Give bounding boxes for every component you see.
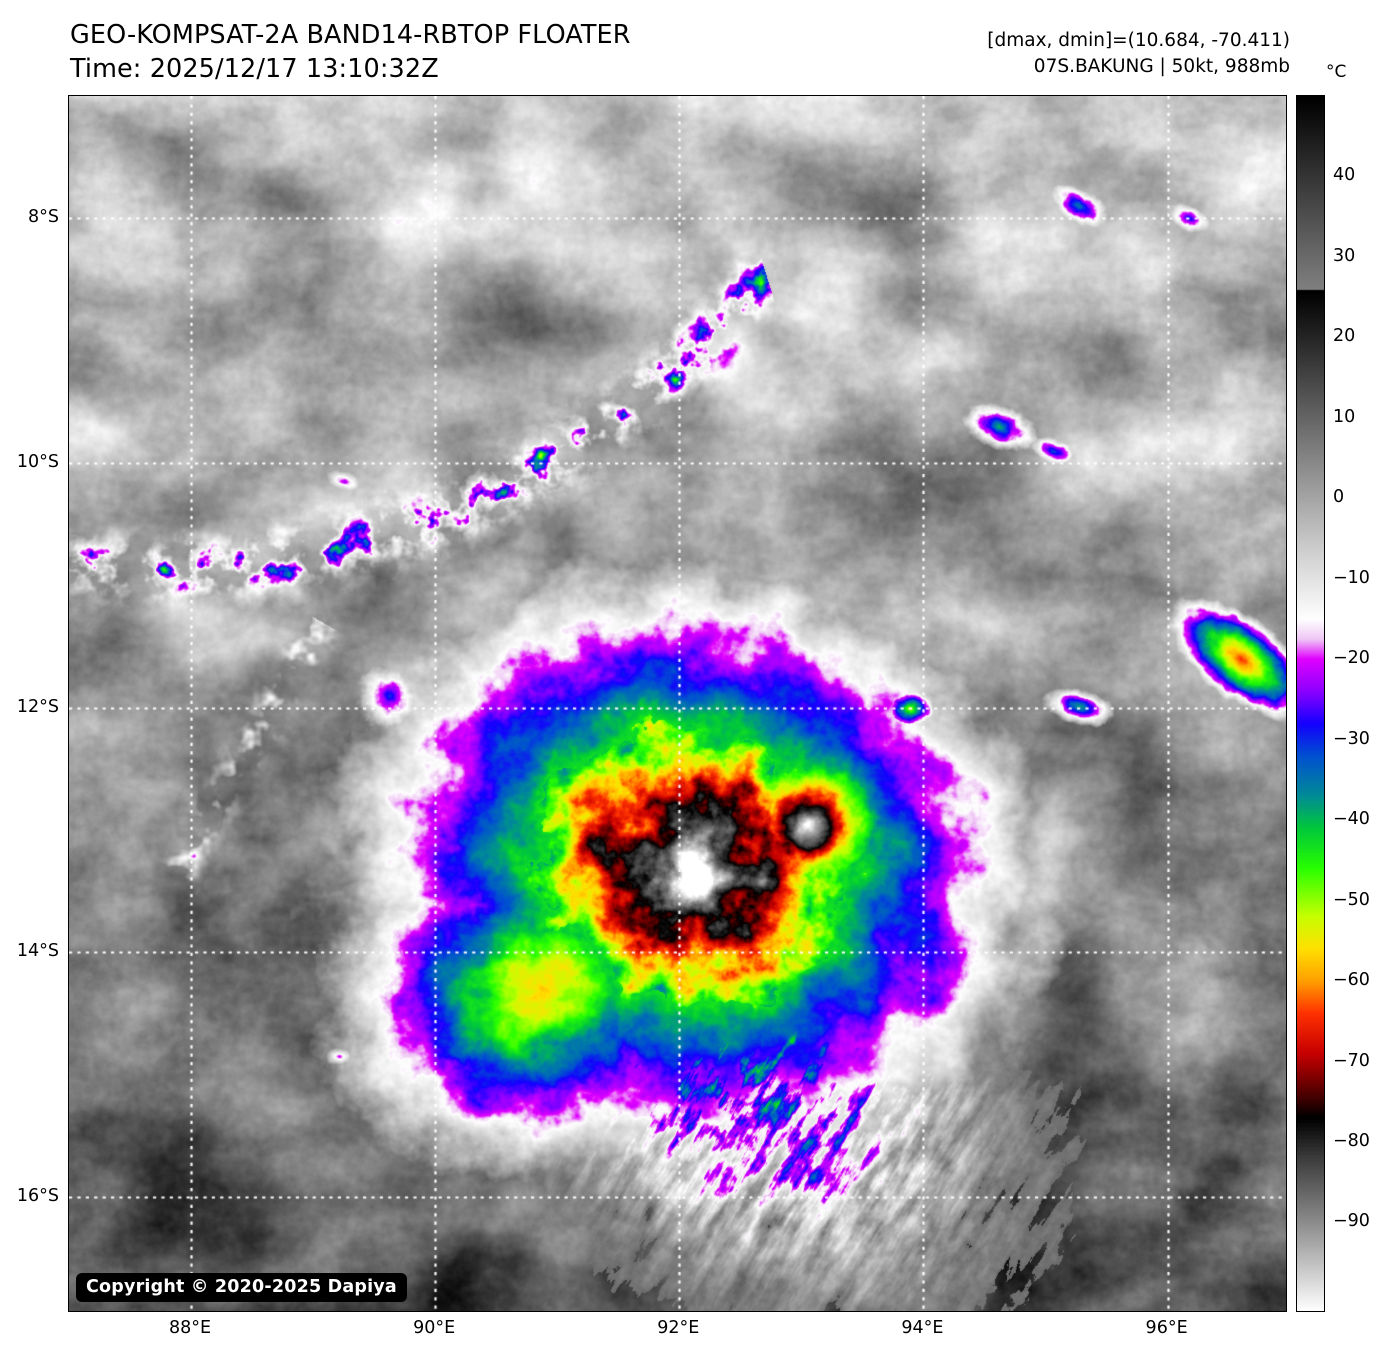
y-tick-3: 14°S — [16, 941, 59, 962]
x-tick-3: 94°E — [901, 1318, 944, 1338]
colorbar-tick-12: −80 — [1333, 1131, 1370, 1152]
x-tick-2: 92°E — [657, 1318, 700, 1338]
y-tick-4: 16°S — [16, 1186, 59, 1207]
dminmax-label: [dmax, dmin]=(10.684, -70.411) — [987, 30, 1290, 51]
colorbar-tick-13: −90 — [1333, 1211, 1370, 1232]
x-tick-4: 96°E — [1145, 1318, 1188, 1338]
colorbar-tick-3: 10 — [1333, 406, 1356, 427]
satellite-imagery-canvas — [69, 96, 1286, 1311]
colorbar-tick-8: −40 — [1333, 809, 1370, 830]
metadata-block: [dmax, dmin]=(10.684, -70.411) 07S.BAKUN… — [987, 28, 1290, 80]
storm-info-label: 07S.BAKUNG | 50kt, 988mb — [1033, 56, 1290, 77]
colorbar-gradient — [1297, 96, 1324, 1311]
timestamp-label: Time: 2025/12/17 13:10:32Z — [70, 54, 439, 84]
x-tick-0: 88°E — [169, 1318, 212, 1338]
colorbar-tick-0: 40 — [1333, 165, 1356, 186]
satellite-image-plot[interactable]: Copyright © 2020-2025 Dapiya — [68, 95, 1287, 1312]
y-tick-2: 12°S — [16, 696, 59, 717]
page-title: GEO-KOMPSAT-2A BAND14-RBTOP FLOATER — [70, 20, 631, 50]
title-block: GEO-KOMPSAT-2A BAND14-RBTOP FLOATER Time… — [70, 18, 631, 86]
colorbar-tick-7: −30 — [1333, 728, 1370, 749]
colorbar-tick-6: −20 — [1333, 648, 1370, 669]
colorbar-tick-1: 30 — [1333, 245, 1356, 266]
copyright-badge: Copyright © 2020-2025 Dapiya — [76, 1273, 407, 1302]
x-tick-1: 90°E — [413, 1318, 456, 1338]
colorbar-unit-label: °C — [1326, 62, 1347, 82]
y-tick-0: 8°S — [28, 207, 59, 228]
colorbar-tick-11: −70 — [1333, 1050, 1370, 1071]
y-tick-1: 10°S — [16, 452, 59, 473]
colorbar-tick-2: 20 — [1333, 326, 1356, 347]
colorbar-tick-4: 0 — [1333, 487, 1345, 508]
colorbar-tick-9: −50 — [1333, 889, 1370, 910]
colorbar-tick-10: −60 — [1333, 970, 1370, 991]
colorbar-tick-5: −10 — [1333, 567, 1370, 588]
colorbar — [1296, 95, 1325, 1312]
